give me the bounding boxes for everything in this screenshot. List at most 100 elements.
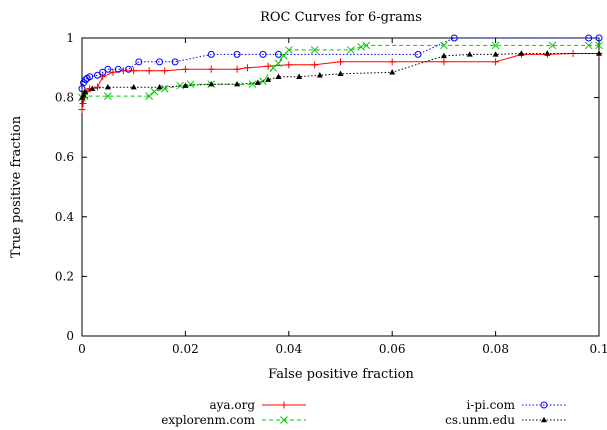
x-tick-label: 0.02 — [172, 342, 199, 356]
data-point — [156, 58, 164, 66]
data-point — [311, 61, 319, 69]
data-point — [161, 67, 169, 75]
x-tick-label: 0.04 — [275, 342, 302, 356]
data-point — [414, 50, 422, 58]
legend-entry: aya.org — [209, 398, 306, 412]
data-point — [274, 59, 283, 68]
data-point — [346, 46, 355, 54]
data-point — [275, 73, 282, 79]
data-point — [80, 91, 87, 97]
data-point — [234, 80, 241, 87]
legend-label: aya.org — [209, 398, 255, 412]
data-point — [79, 100, 87, 108]
data-point — [492, 58, 500, 66]
y-tick-label: 0.6 — [55, 150, 74, 164]
y-axis-label: True positive fraction — [9, 115, 24, 258]
data-point — [518, 50, 525, 56]
x-tick-label: 0.08 — [482, 342, 509, 356]
x-tick-label: 0.1 — [589, 342, 607, 356]
data-point — [264, 62, 272, 70]
data-point — [595, 34, 603, 42]
data-point — [208, 80, 215, 87]
data-point — [316, 72, 323, 78]
data-point — [99, 68, 107, 76]
data-point — [79, 94, 85, 100]
data-point — [585, 34, 593, 42]
y-tick-label: 0.2 — [55, 269, 74, 283]
data-point — [285, 61, 293, 69]
data-point — [104, 65, 112, 73]
data-point — [89, 85, 96, 91]
data-point — [94, 83, 102, 91]
data-point — [181, 65, 189, 73]
data-point — [337, 70, 344, 76]
series-explorenm-com — [78, 41, 603, 102]
data-point — [284, 46, 293, 54]
data-point — [548, 41, 557, 50]
data-point — [86, 73, 94, 81]
data-point — [337, 58, 344, 66]
data-point — [125, 65, 133, 73]
legend-marker — [280, 416, 288, 424]
data-point — [130, 83, 137, 90]
data-point — [310, 46, 319, 54]
data-point — [207, 65, 215, 73]
data-point — [233, 65, 241, 73]
axis-ticks: 0 0.02 0.04 0.06 0.08 0.1 0 0.2 0.4 0.6 0.8 1 — [55, 31, 607, 356]
data-point — [103, 92, 112, 100]
legend-marker — [280, 401, 288, 409]
x-tick-label: 0.06 — [379, 342, 406, 356]
data-point — [440, 41, 448, 50]
data-point — [78, 106, 86, 114]
data-point — [362, 41, 371, 50]
chart-title: ROC Curves for 6-grams — [260, 10, 422, 25]
legend-label: explorenm.com — [161, 413, 255, 427]
data-point — [145, 67, 153, 75]
data-point — [259, 50, 267, 58]
x-axis-label: False positive fraction — [268, 367, 414, 382]
data-point — [182, 82, 189, 88]
data-point — [388, 58, 396, 66]
data-point — [440, 52, 447, 59]
legend-marker — [540, 401, 548, 409]
data-point — [544, 50, 551, 56]
data-point — [243, 64, 251, 72]
data-point — [254, 79, 261, 85]
plot-series — [78, 34, 603, 114]
data-point — [94, 71, 102, 79]
y-tick-label: 0.4 — [55, 210, 74, 224]
data-point — [440, 58, 448, 66]
data-point — [296, 73, 303, 79]
x-tick-label: 0 — [78, 342, 86, 356]
legend-label: i-pi.com — [466, 398, 515, 412]
data-point — [160, 84, 169, 93]
legend: aya.org i-pi.com explorenm.com cs.unm.edu — [161, 398, 566, 427]
data-point — [109, 68, 117, 76]
legend-marker — [541, 416, 547, 423]
y-tick-label: 1 — [66, 31, 74, 45]
series-line — [81, 53, 599, 98]
data-point — [466, 51, 473, 57]
data-point — [104, 83, 111, 90]
y-tick-label: 0 — [66, 329, 74, 343]
data-point — [596, 50, 602, 56]
data-point — [389, 69, 396, 75]
data-point — [265, 76, 272, 82]
data-point — [171, 58, 179, 66]
legend-entry: explorenm.com — [161, 413, 306, 427]
data-point — [82, 88, 89, 94]
data-point — [156, 83, 163, 90]
data-point — [135, 58, 143, 66]
data-point — [357, 43, 366, 51]
legend-entry: i-pi.com — [466, 398, 566, 412]
plot-frame — [81, 37, 600, 337]
data-point — [114, 65, 122, 73]
legend-entry: cs.unm.edu — [445, 413, 566, 427]
data-point — [492, 51, 499, 57]
data-point — [207, 50, 215, 58]
data-point — [491, 41, 500, 50]
data-point — [233, 50, 241, 58]
y-tick-label: 0.8 — [55, 91, 74, 105]
data-point — [248, 80, 257, 89]
legend-label: cs.unm.edu — [445, 413, 515, 427]
